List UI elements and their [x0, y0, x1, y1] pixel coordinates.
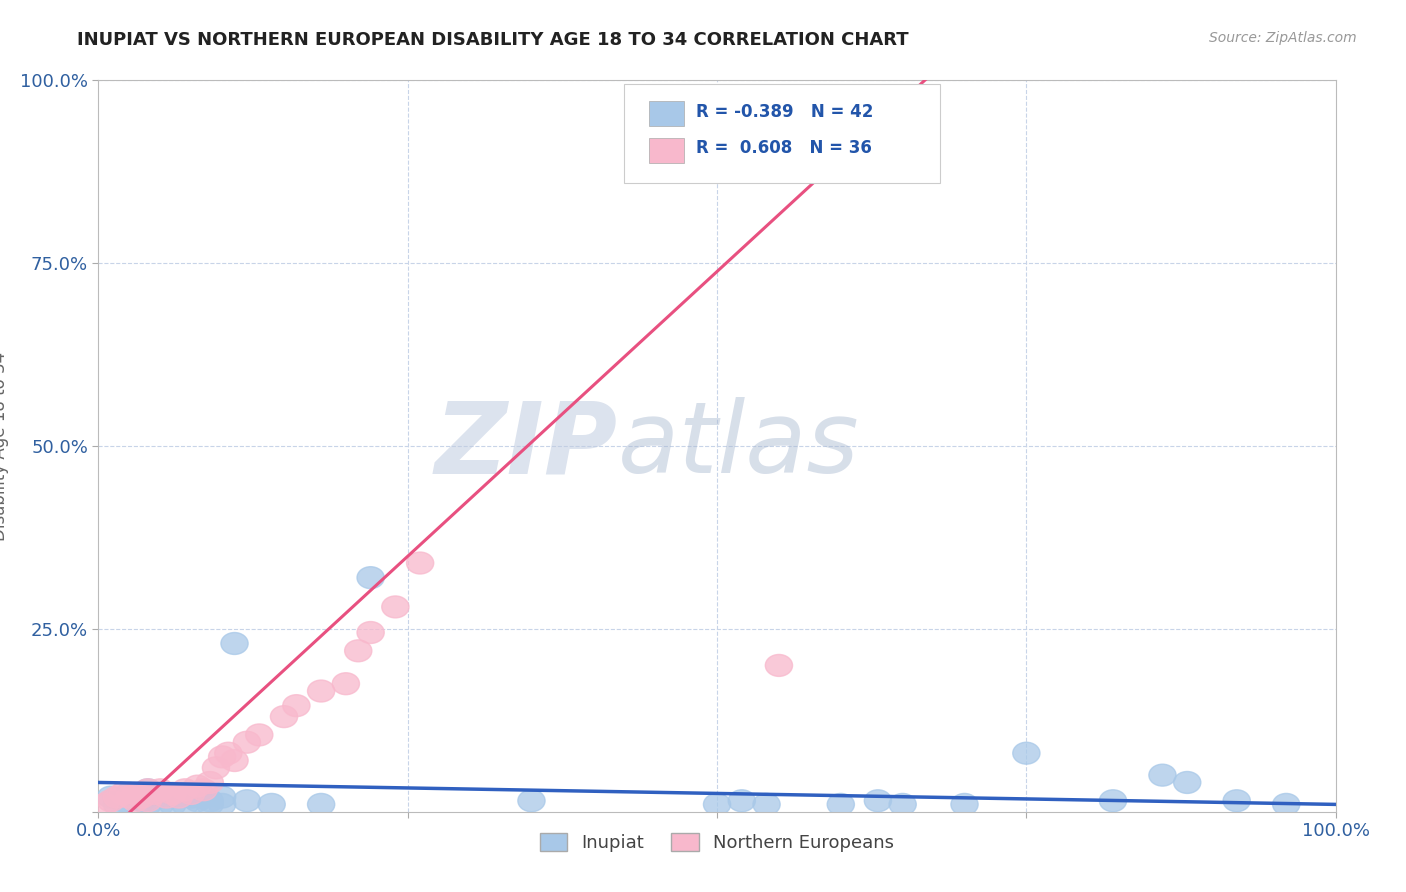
Ellipse shape: [128, 789, 155, 812]
Y-axis label: Disability Age 18 to 34: Disability Age 18 to 34: [0, 351, 8, 541]
Ellipse shape: [177, 786, 205, 808]
Ellipse shape: [110, 789, 136, 812]
Ellipse shape: [1223, 789, 1250, 812]
Ellipse shape: [153, 786, 180, 808]
Ellipse shape: [91, 794, 118, 815]
Ellipse shape: [135, 779, 162, 801]
Ellipse shape: [406, 552, 433, 574]
Ellipse shape: [202, 756, 229, 779]
Ellipse shape: [122, 786, 149, 808]
Ellipse shape: [357, 622, 384, 643]
Ellipse shape: [128, 786, 155, 808]
Ellipse shape: [146, 779, 174, 801]
Text: R =  0.608   N = 36: R = 0.608 N = 36: [696, 139, 872, 157]
Ellipse shape: [190, 779, 217, 801]
Ellipse shape: [208, 786, 236, 808]
Ellipse shape: [1272, 794, 1299, 815]
Ellipse shape: [332, 673, 360, 695]
Ellipse shape: [146, 782, 174, 805]
Ellipse shape: [190, 786, 217, 808]
Ellipse shape: [1012, 742, 1040, 764]
Ellipse shape: [246, 724, 273, 746]
Ellipse shape: [259, 794, 285, 815]
Ellipse shape: [197, 789, 224, 812]
Ellipse shape: [172, 782, 198, 805]
Ellipse shape: [159, 794, 186, 815]
Ellipse shape: [159, 782, 186, 805]
Text: R = -0.389   N = 42: R = -0.389 N = 42: [696, 103, 873, 120]
Ellipse shape: [104, 786, 131, 808]
Ellipse shape: [233, 789, 260, 812]
Ellipse shape: [122, 789, 149, 812]
FancyBboxPatch shape: [650, 138, 683, 163]
Ellipse shape: [357, 566, 384, 589]
Ellipse shape: [517, 789, 546, 812]
Ellipse shape: [135, 794, 162, 815]
Ellipse shape: [1174, 772, 1201, 794]
FancyBboxPatch shape: [624, 84, 939, 183]
Text: Source: ZipAtlas.com: Source: ZipAtlas.com: [1209, 31, 1357, 45]
Ellipse shape: [115, 782, 143, 805]
Ellipse shape: [889, 794, 917, 815]
Ellipse shape: [172, 779, 198, 801]
Ellipse shape: [146, 794, 174, 815]
Ellipse shape: [270, 706, 298, 728]
Ellipse shape: [184, 789, 211, 812]
Ellipse shape: [215, 742, 242, 764]
Text: atlas: atlas: [619, 398, 859, 494]
Ellipse shape: [208, 746, 236, 768]
Ellipse shape: [308, 794, 335, 815]
Legend: Inupiat, Northern Europeans: Inupiat, Northern Europeans: [534, 828, 900, 857]
Ellipse shape: [308, 680, 335, 702]
Ellipse shape: [135, 789, 162, 812]
Ellipse shape: [1149, 764, 1175, 786]
Ellipse shape: [728, 789, 755, 812]
Ellipse shape: [153, 786, 180, 808]
Ellipse shape: [754, 794, 780, 815]
Ellipse shape: [135, 779, 162, 801]
Ellipse shape: [765, 655, 793, 676]
Ellipse shape: [344, 640, 371, 662]
Ellipse shape: [115, 786, 143, 808]
Ellipse shape: [166, 786, 193, 808]
Ellipse shape: [177, 782, 205, 805]
Text: INUPIAT VS NORTHERN EUROPEAN DISABILITY AGE 18 TO 34 CORRELATION CHART: INUPIAT VS NORTHERN EUROPEAN DISABILITY …: [77, 31, 908, 49]
Ellipse shape: [159, 782, 186, 805]
Ellipse shape: [865, 789, 891, 812]
Ellipse shape: [197, 772, 224, 794]
Ellipse shape: [865, 157, 891, 179]
Ellipse shape: [233, 731, 260, 753]
Ellipse shape: [104, 794, 131, 815]
Ellipse shape: [382, 596, 409, 618]
Ellipse shape: [950, 794, 979, 815]
Ellipse shape: [221, 632, 247, 655]
Ellipse shape: [97, 789, 124, 812]
FancyBboxPatch shape: [650, 102, 683, 127]
Ellipse shape: [122, 782, 149, 805]
Ellipse shape: [110, 782, 136, 805]
Text: ZIP: ZIP: [434, 398, 619, 494]
Ellipse shape: [827, 794, 855, 815]
Ellipse shape: [166, 786, 193, 808]
Ellipse shape: [141, 782, 167, 805]
Ellipse shape: [172, 794, 198, 815]
Ellipse shape: [703, 794, 731, 815]
Ellipse shape: [283, 695, 309, 716]
Ellipse shape: [221, 749, 247, 772]
Ellipse shape: [184, 775, 211, 797]
Ellipse shape: [97, 786, 124, 808]
Ellipse shape: [1099, 789, 1126, 812]
Ellipse shape: [208, 794, 236, 815]
Ellipse shape: [197, 794, 224, 815]
